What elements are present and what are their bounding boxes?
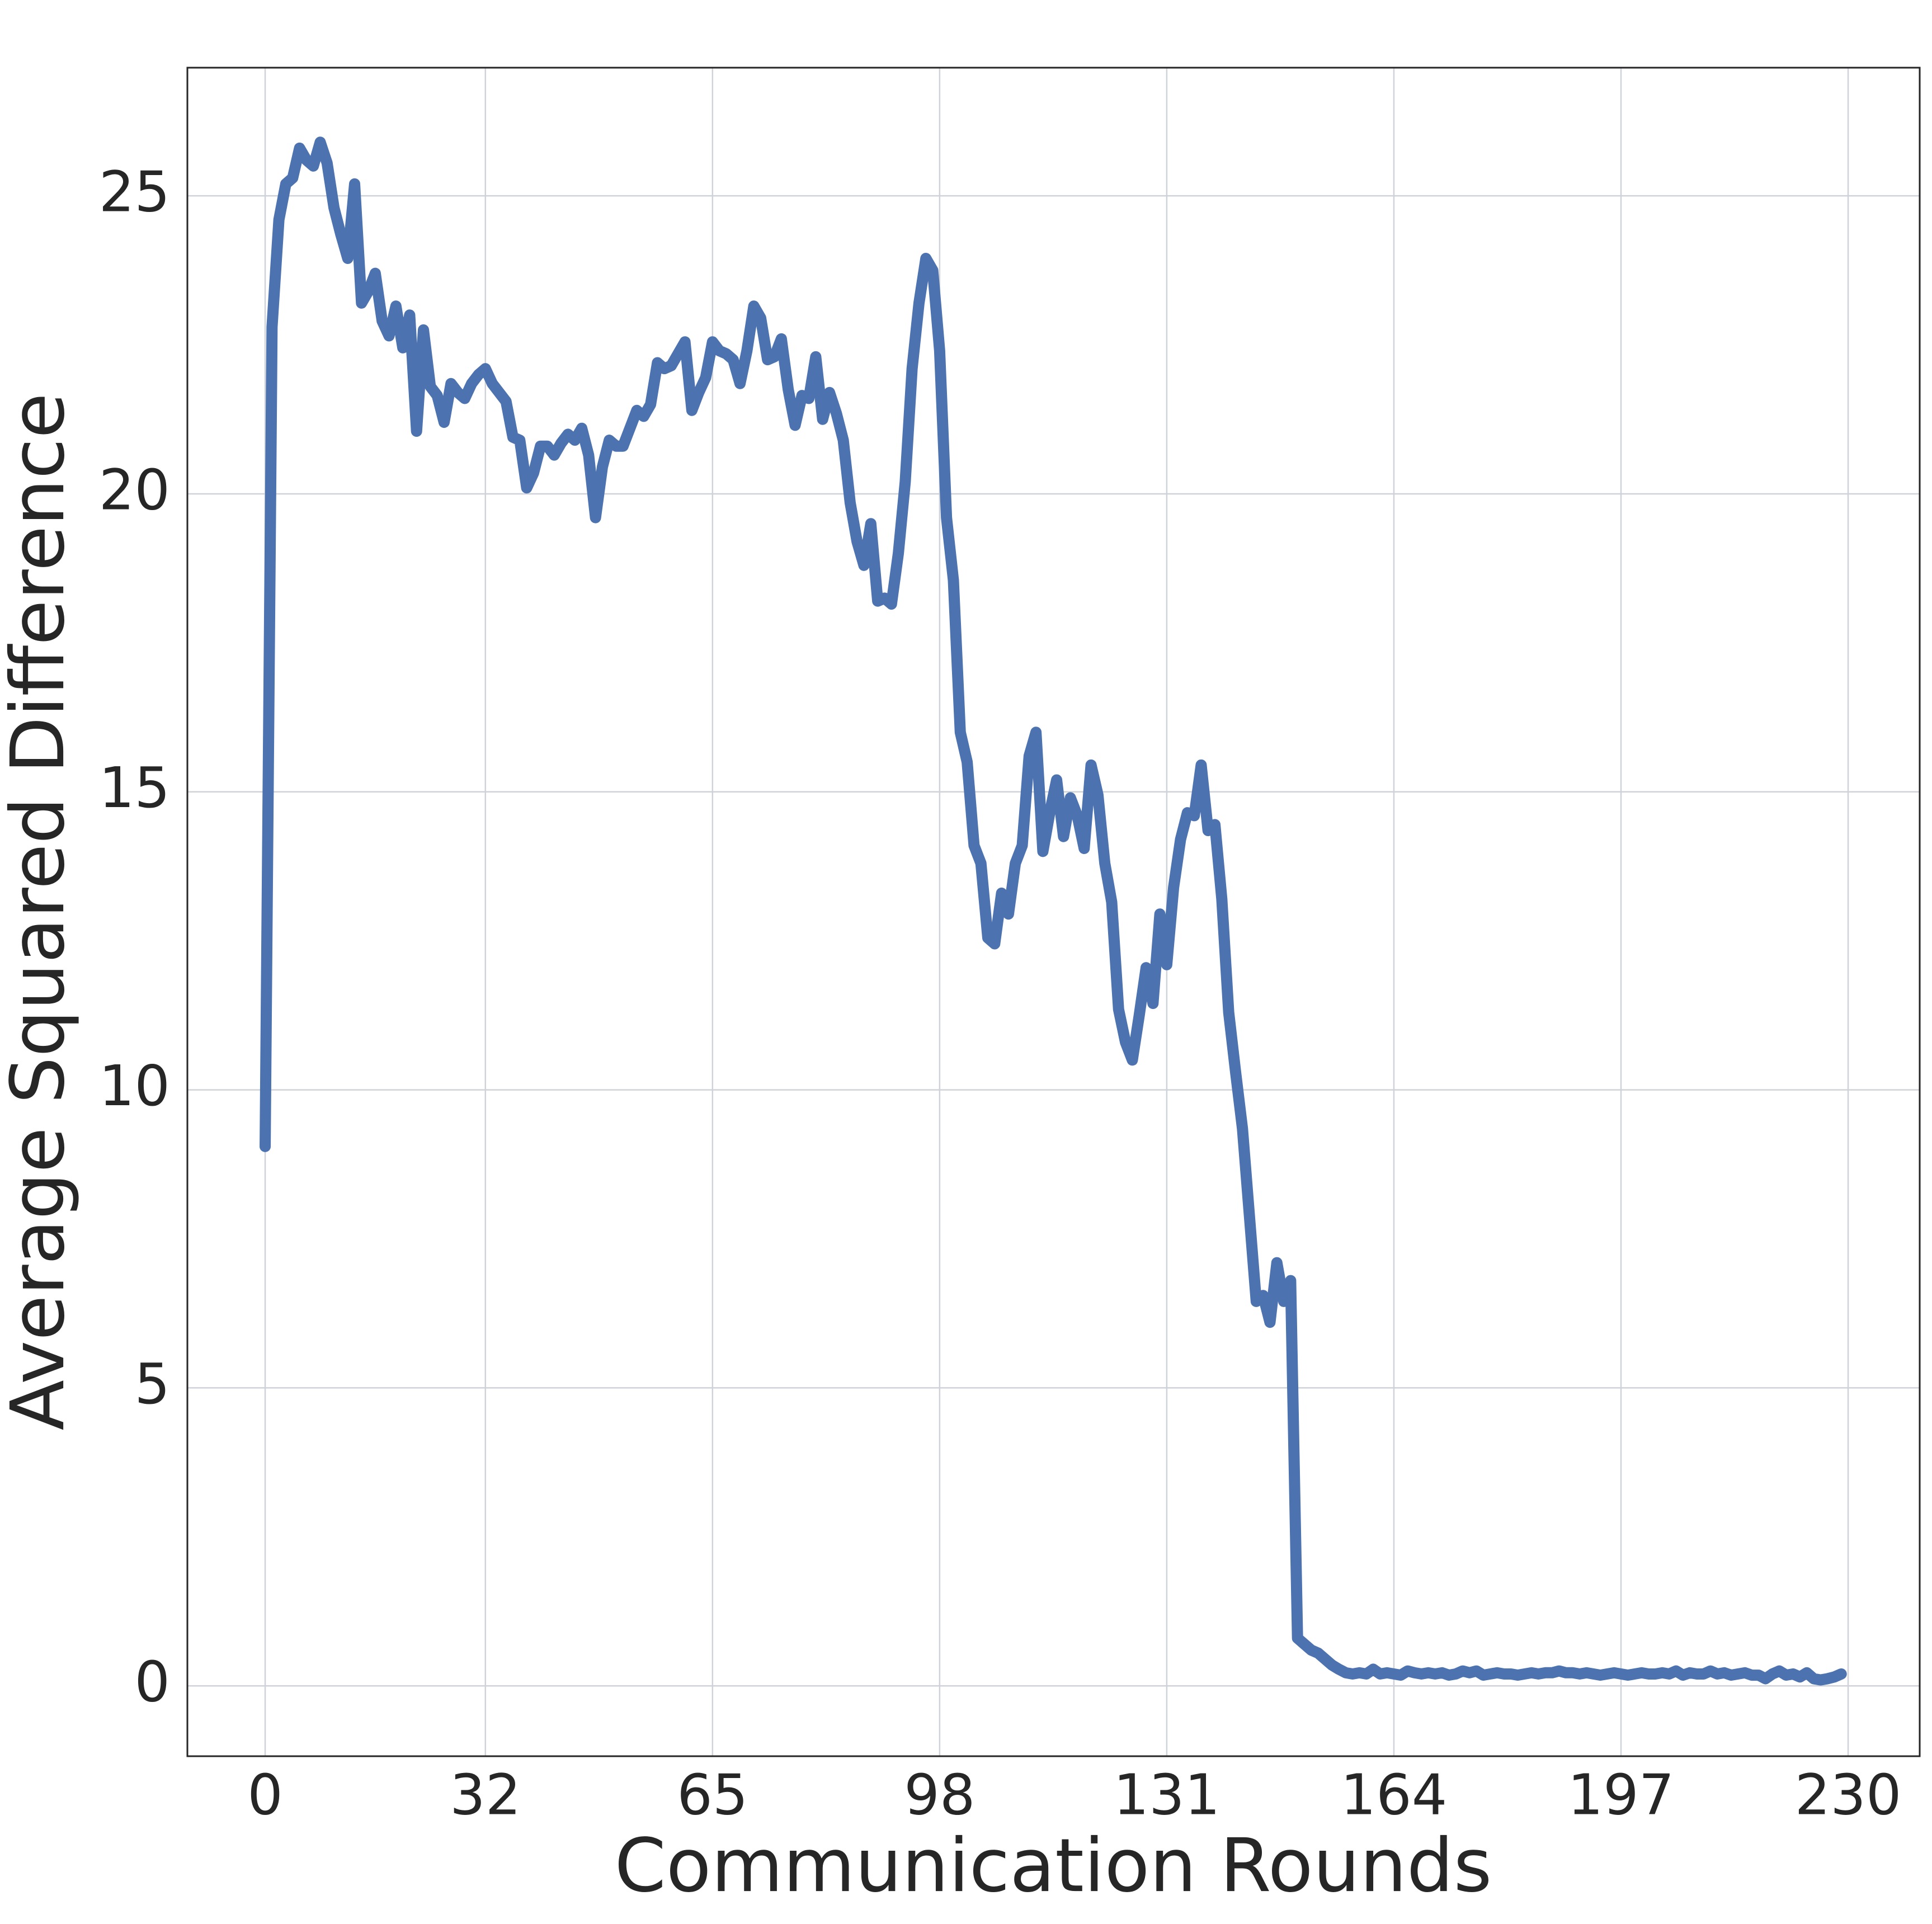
x-tick-label: 164 [1341, 1762, 1448, 1827]
x-tick-label: 65 [677, 1762, 748, 1827]
y-tick-label: 15 [99, 755, 170, 820]
y-tick-label: 20 [99, 457, 170, 522]
x-tick-label: 0 [247, 1762, 283, 1827]
y-tick-label: 25 [99, 159, 170, 224]
x-tick-label: 197 [1568, 1762, 1675, 1827]
x-axis-label: Communication Rounds [615, 1823, 1492, 1909]
data-line [260, 136, 1847, 1686]
x-tick-label: 230 [1795, 1762, 1902, 1827]
y-tick-label: 10 [99, 1053, 170, 1119]
plot-frame [186, 67, 1921, 1757]
x-tick-label: 32 [450, 1762, 521, 1827]
y-tick-label: 0 [134, 1649, 170, 1715]
x-tick-label: 98 [904, 1762, 975, 1827]
x-tick-label: 131 [1113, 1762, 1220, 1827]
y-axis-label: Average Squared Difference [0, 393, 81, 1431]
y-tick-label: 5 [134, 1351, 170, 1417]
